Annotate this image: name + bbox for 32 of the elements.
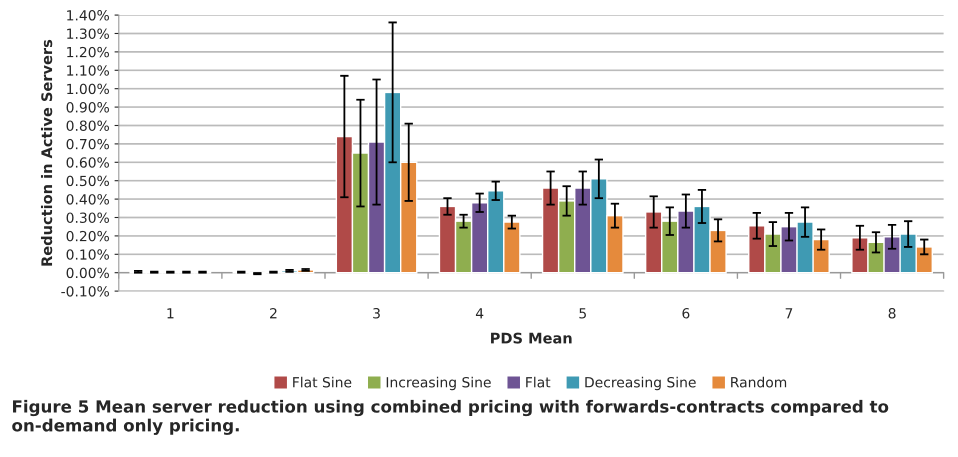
y-tick-label: 0.90% bbox=[66, 102, 109, 113]
y-tick-label: 0.60% bbox=[66, 157, 109, 168]
y-tick-label: 0.30% bbox=[66, 212, 109, 223]
y-tick-label: 0.20% bbox=[66, 230, 109, 242]
y-tick-label: 1.00% bbox=[67, 84, 109, 94]
legend-label: Flat Sine bbox=[293, 376, 352, 388]
y-tick-label: 0.70% bbox=[66, 138, 109, 150]
legend-label: Increasing Sine bbox=[386, 376, 491, 390]
y-tick-label: 0.00% bbox=[66, 268, 109, 278]
y-tick-label: -0.10% bbox=[61, 286, 109, 297]
y-axis-title: Reduction in Active Servers bbox=[40, 40, 52, 266]
legend-label: Random bbox=[731, 376, 786, 388]
x-tick-label: 4 bbox=[476, 308, 484, 318]
caption: Figure 5 Mean server reduction using combined pricing with forwards-contracts compared to on-demand only pricing. bbox=[12, 400, 888, 435]
x-tick-label: 1 bbox=[167, 308, 174, 318]
legend-label: Decreasing Sine bbox=[585, 376, 696, 390]
y-tick-label: 0.10% bbox=[66, 249, 109, 260]
x-axis-title: PDS Mean bbox=[491, 332, 572, 344]
y-tick-label: 0.80% bbox=[66, 120, 109, 131]
y-tick-label: 1.20% bbox=[67, 46, 109, 58]
y-tick-label: 0.50% bbox=[66, 176, 109, 186]
x-tick-label: 8 bbox=[888, 308, 896, 319]
x-tick-label: 5 bbox=[579, 308, 586, 319]
y-tick-label: 1.10% bbox=[67, 65, 109, 76]
y-tick-label: 1.40% bbox=[67, 10, 109, 21]
legend-label: Flat bbox=[526, 376, 550, 388]
y-tick-label: 1.30% bbox=[67, 28, 109, 39]
y-tick-label: 0.40% bbox=[66, 194, 109, 205]
x-tick-label: 2 bbox=[270, 308, 276, 318]
x-tick-label: 7 bbox=[786, 308, 792, 318]
x-tick-label: 3 bbox=[373, 308, 380, 319]
x-tick-label: 6 bbox=[682, 308, 690, 319]
